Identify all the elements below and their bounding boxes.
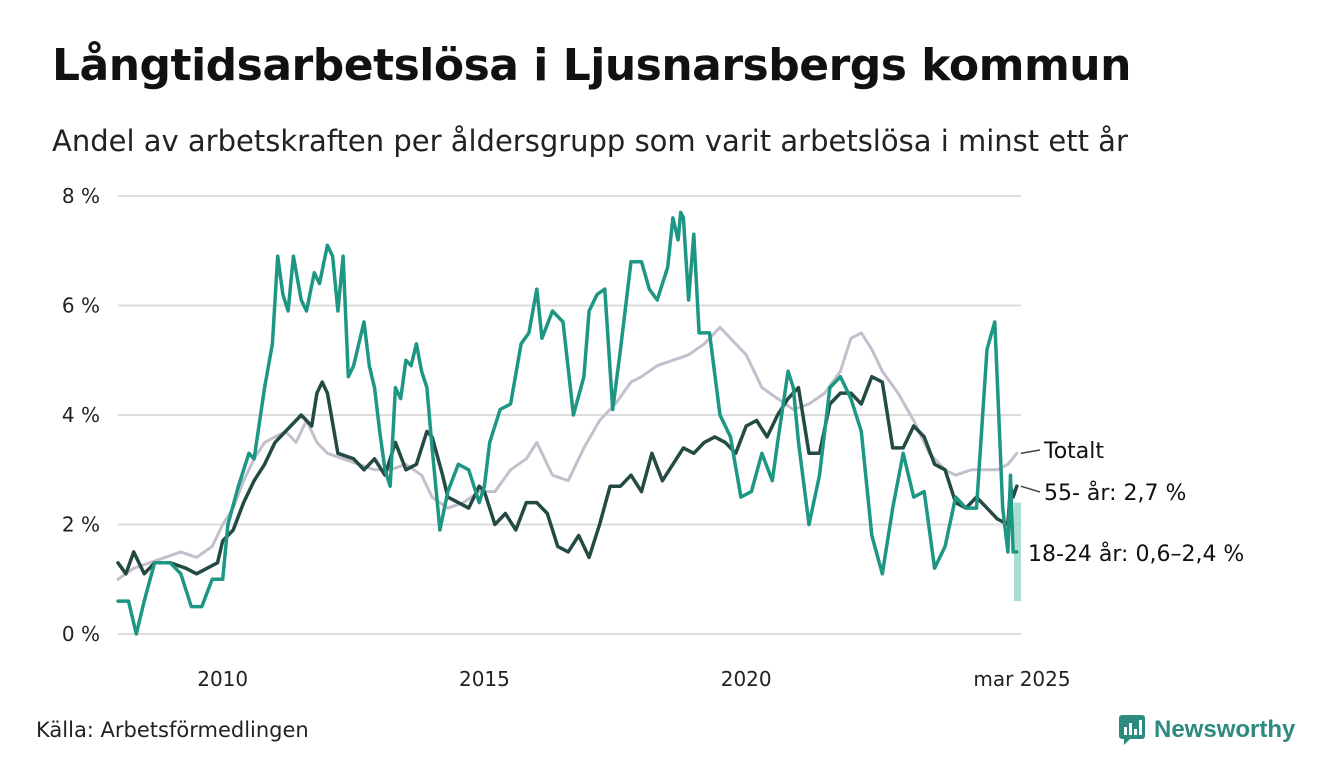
totalt-label: Totalt [1043, 439, 1104, 464]
y-tick-label: 2 % [62, 513, 100, 537]
x-tick-label: mar 2025 [973, 667, 1070, 691]
x-tick-label: 2010 [197, 667, 248, 691]
y-tick-label: 6 % [62, 294, 100, 318]
age-55-label-leader [1020, 485, 1041, 493]
y-tick-label: 4 % [62, 403, 100, 427]
page-title: Långtidsarbetslösa i Ljusnarsbergs kommu… [52, 40, 1131, 91]
brand-logo[interactable]: Newsworthy [1118, 713, 1295, 747]
totalt-line [116, 325, 1019, 581]
brand-name: Newsworthy [1154, 716, 1296, 743]
source-note: Källa: Arbetsförmedlingen [36, 718, 309, 742]
totalt-label-leader [1020, 449, 1041, 455]
newsworthy-icon [1119, 715, 1145, 745]
grid-lines [118, 195, 1021, 635]
x-tick-label: 2015 [459, 667, 510, 691]
page-subtitle: Andel av arbetskraften per åldersgrupp s… [52, 124, 1128, 158]
x-axis-ticks: 2010 2015 2020 mar 2025 [197, 667, 1070, 691]
y-tick-label: 0 % [62, 622, 100, 646]
y-axis-ticks: 0 % 2 % 4 % 6 % 8 % [62, 184, 100, 646]
y-tick-label: 8 % [62, 184, 100, 208]
series-lines [116, 210, 1019, 636]
series-end-labels: Totalt 55- år: 2,7 % 18-24 år: 0,6–2,4 % [1020, 439, 1244, 567]
x-tick-label: 2020 [721, 667, 772, 691]
age-18-24-line [116, 210, 1019, 636]
age-55-line [116, 374, 1019, 576]
age-18-24-label: 18-24 år: 0,6–2,4 % [1028, 541, 1244, 567]
age-55-label: 55- år: 2,7 % [1044, 480, 1186, 506]
